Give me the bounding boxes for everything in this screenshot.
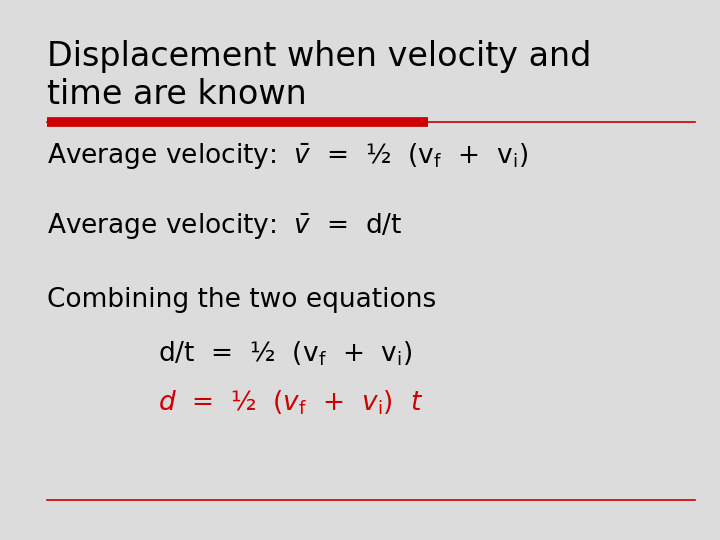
- Text: Displacement when velocity and: Displacement when velocity and: [47, 40, 591, 73]
- Text: time are known: time are known: [47, 78, 307, 111]
- Text: Average velocity:  $\bar{v}$  =  ½  (v$_\mathregular{f}$  +  v$_\mathregular{i}$: Average velocity: $\bar{v}$ = ½ (v$_\mat…: [47, 141, 528, 172]
- Text: Combining the two equations: Combining the two equations: [47, 287, 436, 313]
- Text: $\mathit{d}$  =  ½  ($\mathit{v}_\mathregular{f}$  +  $\mathit{v}_\mathregular{i: $\mathit{d}$ = ½ ($\mathit{v}_\mathregul…: [158, 388, 423, 416]
- Text: d/t  =  ½  (v$_\mathregular{f}$  +  v$_\mathregular{i}$): d/t = ½ (v$_\mathregular{f}$ + v$_\mathr…: [158, 340, 413, 368]
- Text: Average velocity:  $\bar{v}$  =  d/t: Average velocity: $\bar{v}$ = d/t: [47, 212, 402, 242]
